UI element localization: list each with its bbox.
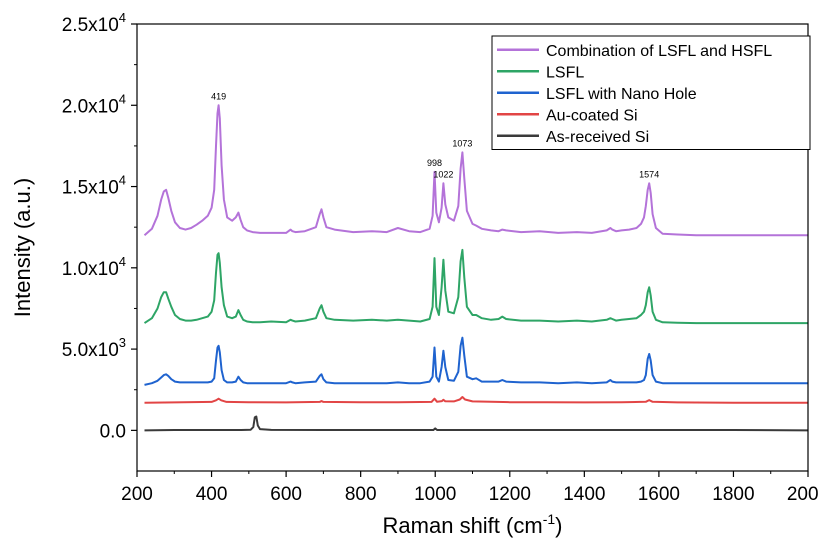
- series-line-2: [144, 336, 808, 386]
- legend: Combination of LSFL and HSFL LSFL LSFL wit…: [491, 35, 811, 150]
- x-axis-title-text: Raman shift (cm: [383, 513, 543, 538]
- peak-label-419: 419: [211, 91, 226, 101]
- legend-label-4: As-received Si: [546, 129, 649, 146]
- y-axis-ticks: 0.0 5.0x103 1.0x104 1.5x104 2.0x104 2.5x104: [62, 10, 137, 442]
- series-line-0: [143, 104, 808, 237]
- y-tick-label-3: 1.5x104: [62, 173, 126, 199]
- x-tick-label-0: 200: [121, 484, 153, 505]
- x-tick-label-4: 1000: [414, 484, 456, 505]
- x-tick-label-1: 400: [196, 484, 228, 505]
- legend-label-1: LSFL: [546, 64, 584, 81]
- x-tick-label-2: 600: [270, 484, 302, 505]
- x-tick-label-3: 800: [345, 484, 377, 505]
- x-tick-label-5: 1200: [489, 484, 531, 505]
- x-tick-label-7: 1600: [638, 484, 680, 505]
- peak-label-1022: 1022: [433, 169, 453, 179]
- y-tick-label-1: 5.0x103: [62, 335, 126, 361]
- series-line-4: [144, 415, 809, 432]
- y-tick-label-5: 2.5x104: [62, 10, 126, 36]
- x-axis-title-superscript: -1: [543, 511, 556, 527]
- peak-label-1574: 1574: [639, 169, 659, 179]
- x-tick-label-8: 1800: [712, 484, 754, 505]
- y-axis-title: Intensity (a.u.): [10, 178, 35, 317]
- x-tick-label-6: 1400: [563, 484, 605, 505]
- peak-label-998: 998: [427, 158, 442, 168]
- series-line-3: [144, 396, 808, 404]
- x-axis-title-close: ): [555, 513, 562, 538]
- series-layer: [143, 104, 809, 432]
- y-tick-label-0: 0.0: [100, 421, 126, 442]
- y-tick-label-4: 2.0x104: [62, 91, 126, 117]
- y-tick-label-2: 1.0x104: [62, 254, 126, 280]
- peak-label-1073: 1073: [452, 138, 472, 148]
- legend-label-3: Au-coated Si: [546, 107, 638, 124]
- legend-label-2: LSFL with Nano Hole: [546, 86, 697, 103]
- series-line-1: [143, 248, 808, 325]
- x-axis-title: Raman shift (cm-1): [383, 511, 563, 538]
- legend-box: [491, 35, 811, 150]
- legend-label-0: Combination of LSFL and HSFL: [546, 43, 772, 60]
